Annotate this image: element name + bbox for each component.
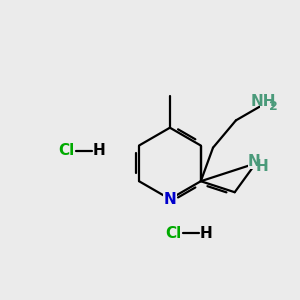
Text: Cl: Cl (166, 226, 182, 241)
Bar (166, 228, 181, 239)
Text: N: N (248, 154, 261, 169)
Text: H: H (93, 143, 106, 158)
Bar (94, 145, 105, 157)
Text: N: N (164, 191, 176, 206)
Bar (260, 97, 282, 109)
Text: Cl: Cl (59, 143, 75, 158)
Bar (59, 145, 74, 157)
Bar (163, 194, 177, 205)
Bar (201, 228, 212, 239)
Text: NH: NH (251, 94, 277, 109)
Text: 2: 2 (269, 100, 278, 112)
Text: H: H (200, 226, 213, 241)
Bar (248, 158, 264, 169)
Text: H: H (256, 159, 268, 174)
